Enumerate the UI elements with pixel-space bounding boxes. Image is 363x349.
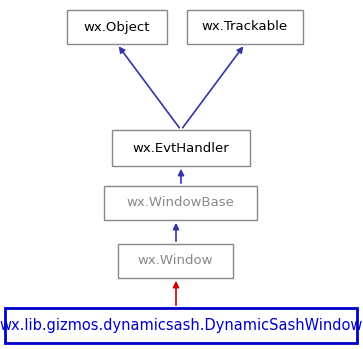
Bar (104, 186, 257, 220)
Bar (118, 244, 233, 278)
Bar (67, 10, 167, 44)
Text: wx.Trackable: wx.Trackable (202, 21, 288, 34)
Text: wx.WindowBase: wx.WindowBase (127, 196, 234, 209)
Text: wx.EvtHandler: wx.EvtHandler (132, 141, 229, 155)
Bar (112, 130, 250, 166)
Text: wx.Object: wx.Object (84, 21, 150, 34)
Bar (5, 308, 357, 343)
Text: wx.lib.gizmos.dynamicsash.DynamicSashWindow: wx.lib.gizmos.dynamicsash.DynamicSashWin… (0, 318, 363, 333)
Bar (187, 10, 303, 44)
Text: wx.Window: wx.Window (138, 254, 213, 267)
